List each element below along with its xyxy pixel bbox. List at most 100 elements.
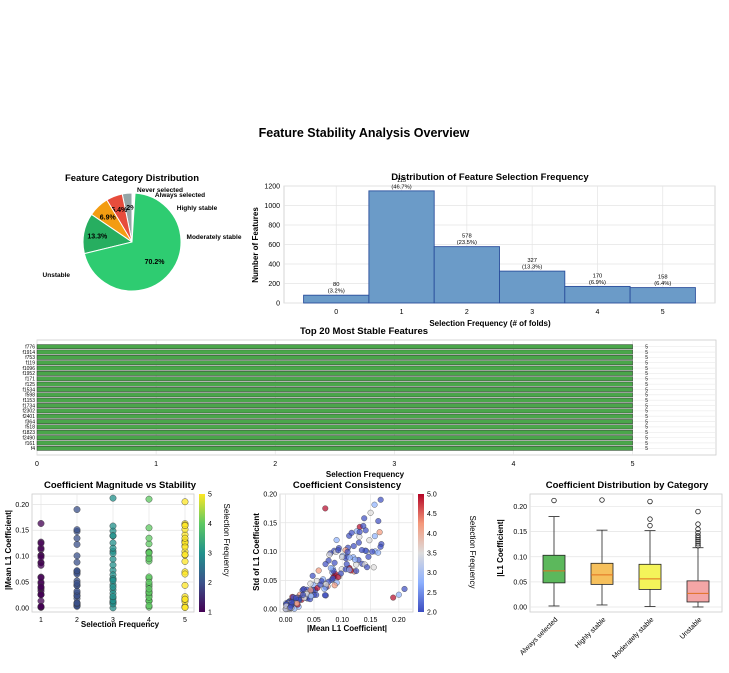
scatter1-xtick-label: 5 bbox=[183, 617, 187, 624]
scatter2-colorbar-tick: 3.0 bbox=[427, 570, 437, 577]
boxplot-ytick-label: 0.15 bbox=[513, 529, 527, 536]
boxplot-outlier bbox=[551, 497, 557, 504]
scatter1-point bbox=[145, 534, 153, 542]
scatter2-point bbox=[348, 529, 355, 536]
histogram-xtick-label: 5 bbox=[661, 309, 665, 316]
scatter2-point bbox=[322, 505, 329, 512]
histogram-data-label: 115 (46.7%) bbox=[391, 178, 411, 191]
scatter1-point bbox=[145, 549, 153, 557]
scatter1-point bbox=[145, 555, 153, 563]
scatter1-point bbox=[181, 604, 189, 611]
scatter2-ytick-label: 0.05 bbox=[263, 578, 277, 585]
top-features-value-label: 5 bbox=[645, 350, 648, 356]
scatter2-ytick-label: 0.15 bbox=[263, 520, 277, 527]
scatter2-point bbox=[287, 604, 294, 611]
boxplot-outlier bbox=[695, 541, 701, 547]
boxplot-ytick-label: 0.20 bbox=[513, 504, 527, 511]
scatter2-colorbar-tick: 4.5 bbox=[427, 511, 437, 518]
top-features-bar bbox=[36, 397, 633, 403]
scatter2-point bbox=[300, 586, 307, 593]
histogram-bar bbox=[564, 285, 631, 304]
scatter2-point bbox=[365, 553, 372, 560]
scatter2-point bbox=[308, 593, 315, 600]
top-features-ytick-label: f598 bbox=[25, 393, 35, 399]
top-features-ytick-label: f518 bbox=[25, 425, 35, 431]
scatter1-point bbox=[109, 522, 117, 530]
top-features-ytick-label: f1823 bbox=[22, 430, 35, 436]
scatter1-point bbox=[73, 526, 81, 534]
scatter1-point bbox=[73, 567, 81, 575]
top-features-value-label: 5 bbox=[645, 377, 648, 383]
scatter1-point bbox=[37, 591, 45, 599]
histogram-xtick-label: 2 bbox=[465, 309, 469, 316]
scatter2-point bbox=[288, 599, 295, 606]
scatter2-xtick-label: 0.05 bbox=[307, 617, 321, 624]
scatter2-point bbox=[326, 551, 333, 558]
boxplot-box bbox=[542, 554, 566, 584]
top-features-value-label: 5 bbox=[645, 387, 648, 393]
histogram-chart: Distribution of Feature Selection Freque… bbox=[251, 172, 716, 328]
histogram-ytick-label: 0 bbox=[276, 301, 280, 308]
scatter2-xtick-label: 0.20 bbox=[392, 617, 406, 624]
boxplot-box bbox=[638, 563, 662, 590]
scatter2-ylabel: Std of L1 Coefficient bbox=[252, 513, 261, 591]
scatter2-point bbox=[331, 582, 338, 589]
histogram-ytick-label: 600 bbox=[268, 242, 280, 249]
pie-pct-label: 13.3% bbox=[87, 234, 108, 241]
boxplot-box bbox=[590, 562, 614, 585]
scatter2-ytick-label: 0.10 bbox=[263, 549, 277, 556]
scatter1-point bbox=[109, 593, 117, 600]
scatter2-point bbox=[313, 577, 320, 584]
scatter2-point bbox=[333, 537, 340, 544]
boxplot-ytick-label: 0.10 bbox=[513, 554, 527, 561]
top-features-ytick-label: f1534 bbox=[22, 387, 35, 393]
top-features-ytick-label: f161 bbox=[25, 441, 35, 447]
scatter1-point bbox=[181, 543, 189, 551]
scatter1-point bbox=[109, 532, 117, 540]
scatter2-colorbar-tick: 5.0 bbox=[427, 492, 437, 499]
top-features-ytick-label: f119 bbox=[26, 361, 36, 367]
scatter2-point bbox=[309, 572, 316, 579]
top-features-value-label: 5 bbox=[645, 393, 648, 399]
top-features-bar bbox=[36, 403, 633, 408]
scatter1-title: Coefficient Magnitude vs Stability bbox=[44, 480, 197, 491]
boxplot-outlier bbox=[695, 539, 701, 545]
scatter2-point bbox=[361, 515, 368, 522]
scatter1-point bbox=[37, 553, 45, 561]
top-features-ytick-label: f1096 bbox=[22, 366, 35, 372]
scatter1-point bbox=[109, 544, 117, 552]
scatter1-point bbox=[145, 578, 153, 586]
scatter2-point bbox=[366, 537, 373, 544]
scatter2-point bbox=[358, 547, 365, 554]
scatter2-point bbox=[344, 548, 351, 555]
scatter2-point bbox=[335, 547, 342, 554]
scatter2-colorbar-tick: 3.5 bbox=[427, 551, 437, 558]
scatter1-point bbox=[73, 534, 81, 542]
scatter1-ytick-label: 0.15 bbox=[15, 528, 29, 535]
scatter1-point bbox=[73, 599, 81, 607]
top-features-value-label: 5 bbox=[645, 361, 648, 367]
boxplot-outlier bbox=[695, 521, 701, 527]
scatter2-point bbox=[322, 561, 329, 568]
top-features-bar bbox=[36, 435, 633, 440]
scatter2-point bbox=[315, 567, 322, 574]
histogram-bar bbox=[499, 270, 566, 304]
top-features-ytick-label: f753 bbox=[25, 355, 35, 361]
scatter2-point bbox=[377, 543, 384, 550]
scatter2-point bbox=[371, 533, 378, 540]
top-features-bar bbox=[36, 429, 633, 435]
top-features-xtick-label: 2 bbox=[273, 461, 277, 468]
scatter1-point bbox=[181, 558, 189, 565]
figure-title: Feature Stability Analysis Overview bbox=[259, 126, 470, 140]
top-features-bar bbox=[36, 381, 633, 387]
top-features-bar bbox=[36, 387, 633, 392]
scatter1-point bbox=[37, 574, 45, 582]
boxplot-ytick-label: 0.00 bbox=[513, 604, 527, 611]
scatter2-point bbox=[353, 568, 360, 575]
scatter1-colorbar-tick: 2 bbox=[208, 580, 212, 587]
scatter1-point bbox=[145, 540, 153, 548]
top-features-ytick-label: f1952 bbox=[22, 371, 35, 377]
histogram-bar bbox=[433, 246, 500, 304]
top-features-xtick-label: 4 bbox=[512, 461, 516, 468]
histogram-ytick-label: 800 bbox=[268, 223, 280, 230]
